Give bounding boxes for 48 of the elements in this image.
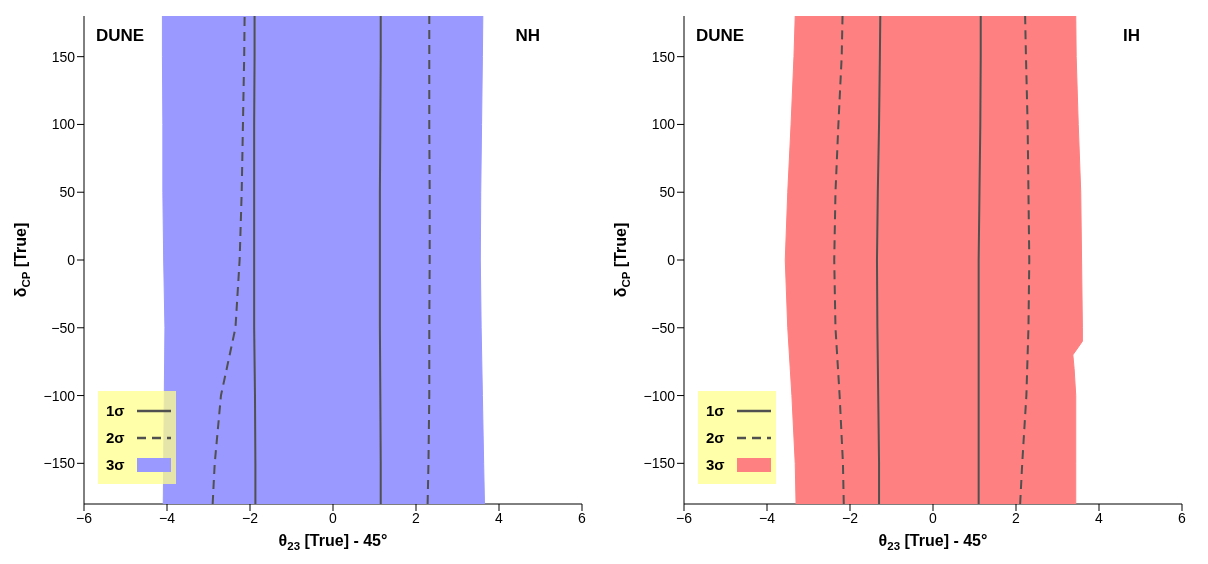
y-tick-label: 50 bbox=[59, 184, 76, 201]
x-tick-label: −6 bbox=[676, 509, 693, 526]
legend-label: 2σ bbox=[106, 429, 125, 446]
x-tick-label: −6 bbox=[76, 509, 93, 526]
line-series bbox=[426, 16, 431, 504]
legend-label: 2σ bbox=[706, 429, 725, 446]
line-series bbox=[253, 16, 257, 504]
legend-label: 1σ bbox=[106, 402, 125, 419]
annotation: IH bbox=[1123, 26, 1140, 45]
x-tick-label: 0 bbox=[329, 509, 338, 526]
x-tick-label: −4 bbox=[159, 509, 176, 526]
line-series bbox=[977, 16, 982, 504]
x-tick-label: −2 bbox=[842, 509, 859, 526]
x-axis-title: θ$_{23}$ [True] - 45° bbox=[878, 532, 988, 552]
y-tick-label: 150 bbox=[651, 48, 676, 65]
line-series bbox=[875, 16, 882, 504]
x-tick-label: 4 bbox=[1095, 509, 1104, 526]
line-series bbox=[211, 16, 246, 504]
line-series bbox=[1019, 16, 1031, 504]
y-tick-label: 150 bbox=[51, 48, 76, 65]
y-tick-label: 0 bbox=[67, 251, 76, 268]
legend-label: 3σ bbox=[706, 456, 725, 473]
x-tick-label: 6 bbox=[578, 509, 587, 526]
annotation: NH bbox=[515, 26, 540, 45]
y-tick-label: −150 bbox=[643, 455, 676, 472]
y-tick-label: −50 bbox=[651, 319, 676, 336]
y-tick-label: −100 bbox=[43, 387, 76, 404]
y-tick-label: 0 bbox=[667, 251, 676, 268]
x-tick-label: −2 bbox=[242, 509, 259, 526]
x-tick-label: 0 bbox=[929, 509, 938, 526]
y-tick-label: −50 bbox=[51, 319, 76, 336]
x-tick-label: −4 bbox=[759, 509, 776, 526]
x-tick-label: 2 bbox=[1012, 509, 1021, 526]
y-tick-label: −100 bbox=[643, 387, 676, 404]
x-axis-title: θ$_{23}$ [True] - 45° bbox=[278, 532, 388, 552]
line-series bbox=[378, 16, 382, 504]
y-tick-label: −150 bbox=[43, 455, 76, 472]
y-tick-label: 50 bbox=[659, 184, 676, 201]
legend-label: 1σ bbox=[706, 402, 725, 419]
x-tick-label: 2 bbox=[412, 509, 421, 526]
y-tick-label: 100 bbox=[651, 116, 676, 133]
y-tick-label: 100 bbox=[51, 116, 76, 133]
annotation: DUNE bbox=[96, 26, 145, 45]
annotation: DUNE bbox=[696, 26, 745, 45]
x-tick-label: 4 bbox=[495, 509, 504, 526]
x-tick-label: 6 bbox=[1178, 509, 1187, 526]
legend-label: 3σ bbox=[106, 456, 125, 473]
line-series bbox=[833, 16, 845, 504]
